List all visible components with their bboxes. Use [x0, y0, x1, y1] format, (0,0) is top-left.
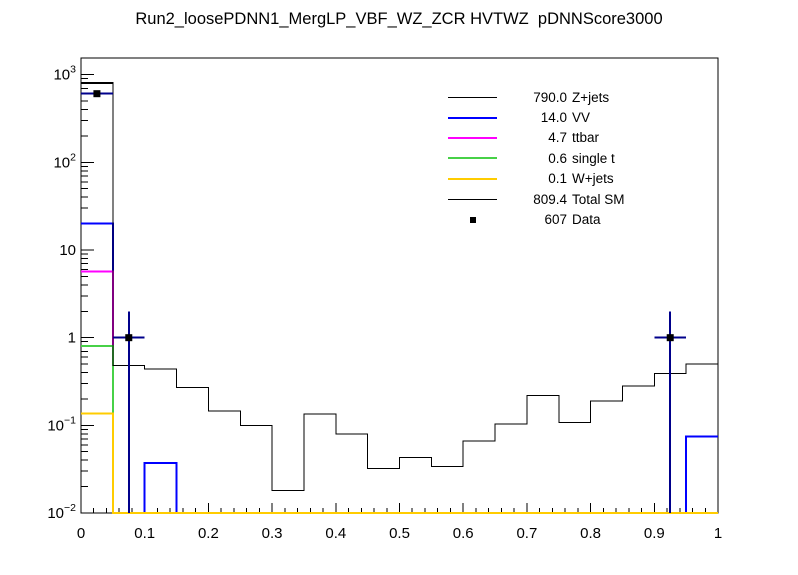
- legend-label: 4.7 ttbar: [548, 130, 600, 146]
- series-line-vv: [81, 222, 718, 514]
- legend-line-icon: [448, 136, 497, 139]
- x-tick-label: 0.8: [580, 525, 601, 542]
- legend-label: 790.0 Z+jets: [533, 89, 610, 105]
- x-tick-label: 0.4: [325, 525, 346, 542]
- y-tick-label: 103: [53, 64, 76, 84]
- legend-item-total-sm: 809.4 Total SM: [448, 189, 625, 209]
- y-tick-label: 102: [53, 151, 76, 171]
- legend-item-wjets: 0.1 W+jets: [448, 169, 625, 189]
- data-points: [81, 90, 687, 513]
- legend-item-data: 607 Data: [448, 209, 625, 229]
- x-axis-labels: 0 0.1 0.2 0.3 0.4 0.5 0.6 0.7 0.8 0.9 1: [77, 525, 722, 542]
- plot-title: Run2_loosePDNN1_MergLP_VBF_WZ_ZCR HVTWZ …: [135, 10, 663, 28]
- x-tick-label: 0: [77, 525, 85, 542]
- x-tick-label: 0.5: [389, 525, 410, 542]
- legend-line-icon: [448, 157, 497, 160]
- legend-label: 607 Data: [544, 212, 601, 228]
- legend-line-icon: [448, 198, 497, 200]
- x-tick-label: 0.7: [516, 525, 537, 542]
- x-tick-label: 0.9: [644, 525, 665, 542]
- series-line-total-sm: [81, 82, 718, 492]
- y-tick-label: 1: [68, 330, 76, 347]
- legend-item-vv: 14.0 VV: [448, 107, 625, 127]
- legend-label: 14.0 VV: [540, 110, 591, 126]
- legend-line-icon: [448, 177, 497, 180]
- y-tick-label: 10: [59, 242, 76, 259]
- legend-label: 809.4 Total SM: [533, 191, 625, 207]
- x-tick-label: 0.3: [262, 525, 283, 542]
- x-tick-label: 0.1: [134, 525, 155, 542]
- y-tick-label: 10−2: [47, 502, 76, 522]
- y-axis-labels: 10−2 10−1 1 10 102 103: [47, 64, 76, 522]
- legend: 790.0 Z+jets 14.0 VV 4.7 ttbar 0.6 single t 0.1 W…: [448, 87, 625, 230]
- legend-item-zjets: 790.0 Z+jets: [448, 87, 625, 107]
- data-marker: [666, 334, 674, 342]
- series-line-wjets: [81, 412, 718, 514]
- data-marker: [125, 334, 133, 342]
- y-tick-label: 10−1: [47, 414, 76, 434]
- x-tick-label: 0.2: [198, 525, 219, 542]
- legend-item-single-t: 0.6 single t: [448, 148, 625, 168]
- legend-label: 0.1 W+jets: [548, 171, 614, 187]
- x-tick-label: 1: [714, 525, 722, 542]
- legend-line-icon: [448, 96, 497, 98]
- legend-line-icon: [448, 116, 497, 119]
- axis-ticks: [80, 74, 719, 514]
- legend-label: 0.6 single t: [548, 150, 615, 166]
- legend-item-ttbar: 4.7 ttbar: [448, 128, 625, 148]
- data-marker: [93, 90, 101, 98]
- legend-marker-icon: [448, 216, 497, 223]
- x-tick-label: 0.6: [453, 525, 474, 542]
